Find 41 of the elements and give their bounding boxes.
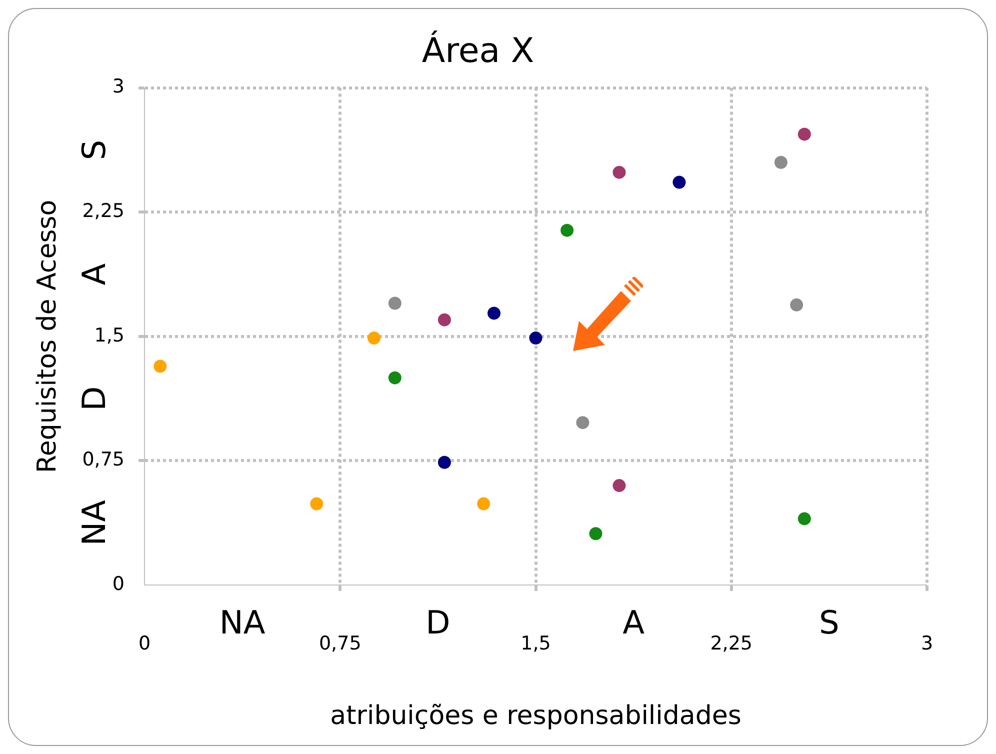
point <box>388 296 402 310</box>
point <box>438 456 451 469</box>
x-tick-label: 0,75 <box>318 632 362 654</box>
point <box>576 416 590 430</box>
point <box>798 512 811 526</box>
x-tick-label: 3 <box>920 632 934 654</box>
text: D <box>74 386 113 411</box>
point <box>774 156 788 169</box>
text: NA <box>74 500 113 546</box>
text: NA <box>219 603 266 642</box>
x-axis-title: atribuições e responsabilidades <box>330 701 742 732</box>
x-tick-label: 2,25 <box>710 632 753 654</box>
text: A <box>622 603 645 642</box>
point <box>589 527 602 540</box>
point <box>368 332 381 345</box>
point <box>310 497 324 510</box>
point <box>798 128 811 141</box>
point <box>529 332 542 345</box>
y-tick-label: 2,25 <box>82 200 125 222</box>
point <box>560 224 574 237</box>
text: S <box>819 603 840 642</box>
point <box>154 360 167 373</box>
point <box>612 479 626 492</box>
point <box>672 176 686 189</box>
text: A <box>74 263 113 286</box>
x-tick-label: 1,5 <box>520 632 551 654</box>
y-tick-label: 3 <box>112 76 125 98</box>
text: D <box>426 603 450 642</box>
y-tick-label: 0,75 <box>82 448 125 471</box>
point <box>612 166 626 179</box>
text: S <box>74 140 113 160</box>
point <box>477 497 490 510</box>
point <box>488 306 501 320</box>
chart-title: Área X <box>422 30 534 72</box>
point <box>388 371 402 384</box>
y-tick-label: 0 <box>112 572 125 595</box>
point <box>438 313 451 326</box>
x-tick-label: 0 <box>138 632 151 654</box>
y-axis-title: Requisitos de Acesso <box>32 200 62 473</box>
point <box>790 298 804 312</box>
y-tick-label: 1,5 <box>94 324 125 346</box>
